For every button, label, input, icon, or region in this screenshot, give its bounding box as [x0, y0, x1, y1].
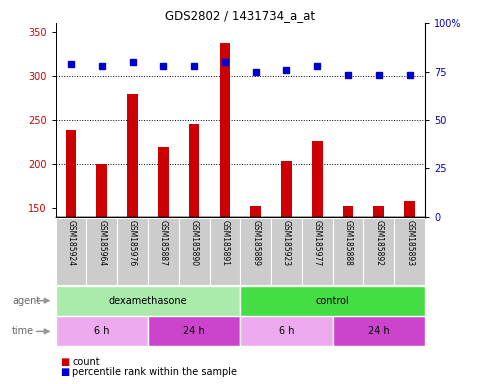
- Bar: [96, 164, 107, 217]
- Text: GSM185964: GSM185964: [97, 220, 106, 266]
- Bar: [86, 218, 117, 285]
- Text: time: time: [12, 326, 34, 336]
- Text: 24 h: 24 h: [368, 326, 390, 336]
- Bar: [148, 316, 241, 346]
- Text: ■: ■: [60, 367, 70, 377]
- Text: control: control: [316, 296, 350, 306]
- Bar: [127, 94, 138, 217]
- Text: GSM185923: GSM185923: [282, 220, 291, 266]
- Bar: [271, 218, 302, 285]
- Bar: [333, 316, 425, 346]
- Bar: [342, 206, 354, 217]
- Text: ■: ■: [60, 357, 70, 367]
- Bar: [219, 43, 230, 217]
- Bar: [189, 124, 199, 217]
- Bar: [250, 206, 261, 217]
- Text: GSM185890: GSM185890: [190, 220, 199, 266]
- Bar: [312, 141, 323, 217]
- Bar: [281, 161, 292, 217]
- Text: GSM185893: GSM185893: [405, 220, 414, 266]
- Bar: [179, 218, 210, 285]
- Bar: [56, 316, 148, 346]
- Bar: [364, 218, 394, 285]
- Text: dexamethasone: dexamethasone: [109, 296, 187, 306]
- Text: GSM185887: GSM185887: [159, 220, 168, 266]
- Text: GSM185888: GSM185888: [343, 220, 353, 266]
- Bar: [302, 218, 333, 285]
- Text: 6 h: 6 h: [279, 326, 294, 336]
- Text: percentile rank within the sample: percentile rank within the sample: [72, 367, 238, 377]
- Bar: [394, 218, 425, 285]
- Bar: [117, 218, 148, 285]
- Bar: [240, 218, 271, 285]
- Text: 6 h: 6 h: [94, 326, 110, 336]
- Bar: [373, 206, 384, 217]
- Bar: [56, 218, 86, 285]
- Bar: [66, 130, 76, 217]
- Bar: [240, 286, 425, 316]
- Text: GSM185976: GSM185976: [128, 220, 137, 266]
- Text: count: count: [72, 357, 100, 367]
- Title: GDS2802 / 1431734_a_at: GDS2802 / 1431734_a_at: [165, 9, 315, 22]
- Bar: [404, 201, 415, 217]
- Text: GSM185891: GSM185891: [220, 220, 229, 266]
- Text: GSM185889: GSM185889: [251, 220, 260, 266]
- Text: GSM185892: GSM185892: [374, 220, 384, 266]
- Bar: [148, 218, 179, 285]
- Bar: [210, 218, 240, 285]
- Bar: [56, 286, 241, 316]
- Text: agent: agent: [12, 296, 40, 306]
- Bar: [333, 218, 364, 285]
- Text: 24 h: 24 h: [183, 326, 205, 336]
- Bar: [240, 316, 333, 346]
- Bar: [158, 147, 169, 217]
- Text: GSM185924: GSM185924: [67, 220, 75, 266]
- Text: GSM185977: GSM185977: [313, 220, 322, 266]
